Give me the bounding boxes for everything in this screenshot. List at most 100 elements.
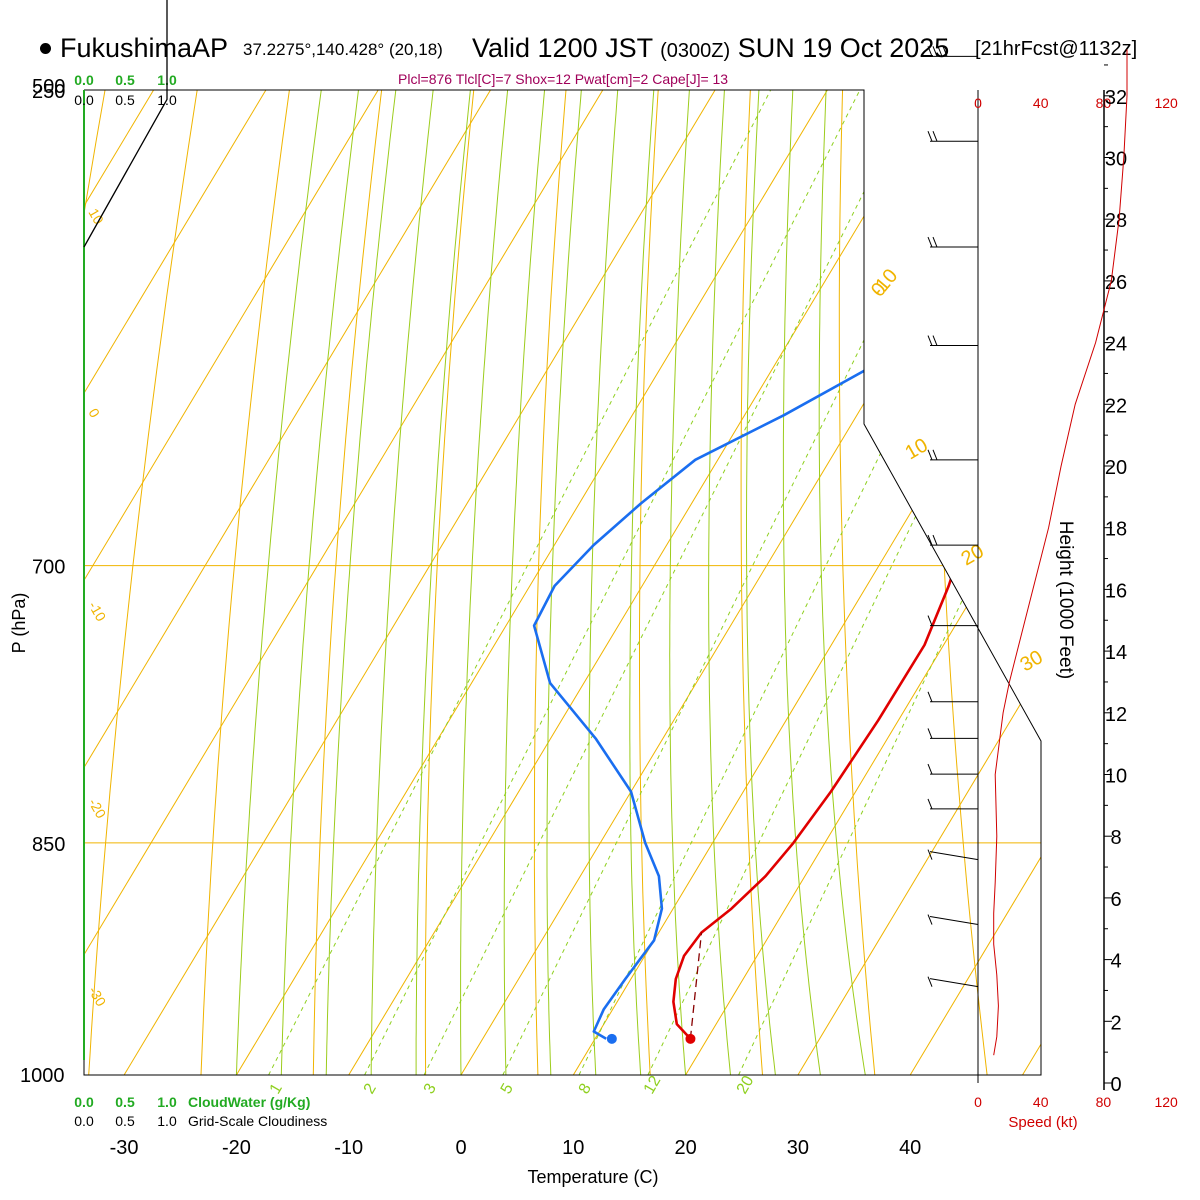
wind-barb [927, 728, 978, 739]
wind-barb [927, 131, 978, 142]
moist-adiabat-line [818, 90, 916, 1075]
pressure-axis-title: P (hPa) [9, 593, 29, 654]
mixing-ratio-line [502, 90, 1041, 1075]
height-axis-title: Height (1000 Feet) [1055, 521, 1076, 679]
wind-barb [927, 534, 978, 546]
height-tick-label: 12 [1105, 704, 1127, 726]
isotherm-line [235, 90, 1041, 1075]
dry-adiabat-line [740, 90, 849, 1075]
temperature-tick-label: -10 [334, 1137, 363, 1159]
cloudwater-tick-bottom: 1.0 [157, 1094, 177, 1110]
dry-adiabat-label: 10 [85, 206, 107, 228]
temperature-axis-title: Temperature (C) [527, 1167, 658, 1187]
moist-adiabat-line [546, 90, 713, 1075]
height-tick-label: 30 [1105, 149, 1127, 171]
isotherm-line [685, 90, 1041, 1075]
height-tick-label: 10 [1105, 766, 1127, 788]
wind-speed-tick-top: 120 [1154, 95, 1178, 111]
height-tick-label: 24 [1105, 334, 1127, 356]
mixing-ratio-line [268, 90, 938, 1075]
temperature-tick-label: 20 [674, 1137, 696, 1159]
height-tick-label: 0 [1110, 1074, 1121, 1096]
wind-barb [927, 691, 978, 703]
mixing-ratio-label: 12 [641, 1073, 665, 1097]
height-tick-label: 32 [1105, 87, 1127, 109]
mixing-ratio-label: 3 [421, 1081, 440, 1097]
cloudwater-tick-top: 0.5 [115, 72, 135, 88]
wind-barb [927, 849, 979, 861]
wind-barb [927, 46, 978, 57]
valid-date: SUN 19 Oct 2025 [737, 33, 950, 63]
isotherm-line [84, 90, 190, 1075]
wind-speed-tick-top: 40 [1033, 95, 1049, 111]
dry-adiabat-line [533, 90, 697, 1075]
overlay-layer: -100102030100-10-20-30123581220250300400… [9, 0, 1178, 1187]
mixing-ratio-label: 8 [576, 1081, 595, 1097]
moist-adiabat-line [415, 90, 621, 1075]
temperature-tick-label: -30 [110, 1137, 139, 1159]
pressure-tick-label: 1000 [20, 1065, 65, 1087]
profile-layer [532, 90, 1041, 1040]
height-tick-label: 8 [1110, 827, 1121, 849]
mixing-ratio-label: 20 [734, 1073, 758, 1097]
moist-adiabat-line [708, 90, 831, 1075]
cloudiness-tick-top: 0.0 [74, 92, 94, 108]
temperature-tick-label: 0 [455, 1137, 466, 1159]
isotherm-line [84, 90, 302, 1075]
isotherm-line [797, 90, 1041, 1075]
valid-zulu: (0300Z) [660, 40, 731, 62]
height-tick-label: 26 [1105, 272, 1127, 294]
plot-frame [83, 89, 1042, 1076]
wind-barb [927, 335, 978, 347]
dry-adiabat-label: -10 [85, 599, 109, 625]
isotherm-line [84, 90, 976, 1075]
wind-barb [927, 236, 978, 248]
surface-temperature-dot [685, 1033, 696, 1044]
moist-adiabat-line [235, 90, 499, 1075]
wind-speed-profile-line [993, 49, 1128, 1056]
cloudwater-tick-bottom: 0.0 [74, 1094, 94, 1110]
isotherm-line [460, 90, 1041, 1075]
isotherm-line [572, 90, 1041, 1075]
wind-barb [927, 798, 978, 810]
moist-adiabat-line [280, 90, 530, 1075]
dry-adiabat-line [88, 90, 395, 1075]
isotherm-label: 30 [1017, 646, 1047, 676]
valid-time: Valid 1200 JST (0300Z) SUN 19 Oct 2025 [472, 33, 949, 64]
moist-adiabat-line [325, 90, 560, 1075]
cloudiness-axis-title: Grid-Scale Cloudiness [188, 1113, 327, 1129]
height-tick-label: 16 [1105, 580, 1127, 602]
wind-speed-tick-top: 0 [974, 95, 982, 111]
dry-adiabat-label: -30 [85, 984, 109, 1010]
mixing-ratio-line [423, 90, 1041, 1075]
height-tick-label: 14 [1105, 642, 1127, 664]
wind-barb [927, 914, 979, 926]
cloudiness-tick-bottom: 0.5 [115, 1113, 135, 1129]
height-tick-label: 22 [1105, 395, 1127, 417]
wind-barb [927, 615, 978, 627]
dry-adiabat-line [312, 90, 546, 1075]
cloudwater-tick-bottom: 0.5 [115, 1094, 135, 1110]
moist-adiabat-line [629, 90, 773, 1075]
isotherm-line [84, 90, 414, 1075]
wind-speed-tick-bottom: 120 [1154, 1094, 1178, 1110]
dewpoint-profile-line [532, 90, 1041, 1040]
moist-adiabat-line [503, 90, 683, 1075]
pressure-tick-label: 250 [32, 81, 65, 103]
wind-speed-tick-bottom: 0 [974, 1094, 982, 1110]
isotherm-line [84, 90, 1041, 1075]
parcel-path-line [689, 932, 703, 1039]
pressure-tick-label: 850 [32, 834, 65, 856]
surface-dewpoint-dot [606, 1033, 617, 1044]
moist-adiabat-line [370, 90, 591, 1075]
wind-barb [927, 976, 979, 988]
dry-adiabat-label: -20 [85, 796, 109, 822]
isotherm-label: 10 [902, 434, 932, 464]
cloudiness-tick-bottom: 1.0 [157, 1113, 177, 1129]
isotherm-line [348, 90, 1041, 1075]
isotherm-line [123, 90, 1041, 1075]
station-coords: 37.2275°,140.428° (20,18) [243, 40, 443, 59]
temperature-tick-label: 30 [787, 1137, 809, 1159]
isotherm-line [84, 90, 639, 1075]
